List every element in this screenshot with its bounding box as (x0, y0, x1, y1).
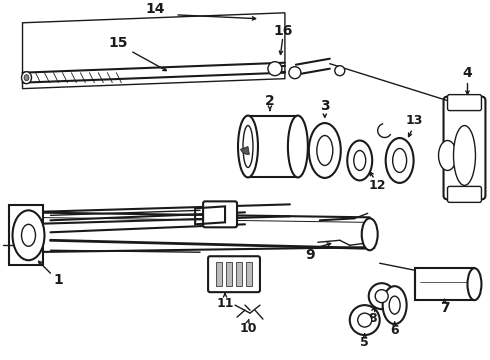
Ellipse shape (289, 67, 301, 78)
Ellipse shape (22, 224, 35, 246)
Text: 12: 12 (369, 179, 387, 192)
Text: 6: 6 (391, 324, 399, 337)
Text: 3: 3 (320, 99, 330, 113)
Text: 4: 4 (463, 66, 472, 80)
Text: 11: 11 (216, 297, 234, 310)
Bar (216, 262, 222, 286)
Ellipse shape (439, 140, 457, 170)
Ellipse shape (362, 218, 378, 250)
Ellipse shape (347, 140, 372, 180)
Text: 1: 1 (53, 273, 63, 287)
Text: 16: 16 (273, 24, 293, 38)
Ellipse shape (288, 116, 308, 177)
FancyBboxPatch shape (203, 201, 237, 227)
Bar (236, 262, 242, 286)
Ellipse shape (24, 75, 29, 81)
Ellipse shape (386, 138, 414, 183)
Text: 2: 2 (265, 94, 275, 108)
Ellipse shape (243, 126, 253, 167)
Text: 7: 7 (440, 301, 449, 315)
Text: 13: 13 (406, 114, 423, 127)
Bar (8, 205, 44, 265)
FancyBboxPatch shape (443, 96, 486, 199)
Bar (248, 116, 298, 177)
FancyBboxPatch shape (208, 256, 260, 292)
FancyBboxPatch shape (447, 95, 482, 111)
Ellipse shape (317, 135, 333, 166)
Text: 15: 15 (109, 36, 128, 50)
Wedge shape (241, 147, 249, 154)
Ellipse shape (467, 268, 482, 300)
Text: 8: 8 (368, 312, 377, 325)
Ellipse shape (335, 66, 345, 76)
Ellipse shape (268, 62, 282, 76)
Ellipse shape (309, 123, 341, 178)
Ellipse shape (354, 150, 366, 170)
Ellipse shape (358, 313, 372, 327)
Ellipse shape (383, 286, 407, 324)
Ellipse shape (392, 148, 407, 172)
Ellipse shape (368, 283, 394, 309)
Ellipse shape (454, 126, 475, 185)
Bar (226, 262, 232, 286)
Ellipse shape (13, 210, 45, 260)
Bar (246, 262, 252, 286)
Ellipse shape (375, 290, 388, 303)
Ellipse shape (22, 72, 31, 84)
Text: 5: 5 (360, 336, 369, 348)
Bar (415, 268, 474, 300)
Ellipse shape (238, 116, 258, 177)
FancyBboxPatch shape (447, 186, 482, 202)
Text: 10: 10 (239, 321, 257, 334)
Ellipse shape (389, 296, 400, 314)
Text: 9: 9 (305, 248, 315, 262)
Ellipse shape (350, 305, 380, 335)
Text: 14: 14 (146, 2, 165, 16)
